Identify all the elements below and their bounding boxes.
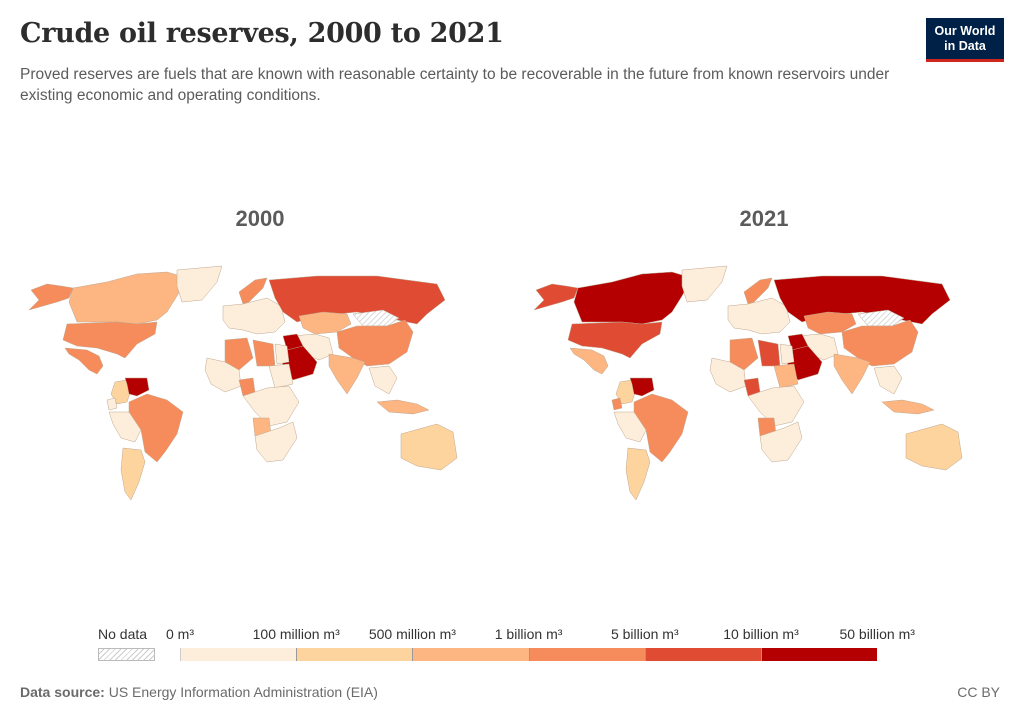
legend-tick-label: 1 billion m³ [494,626,563,642]
country-venezuela[interactable] [629,377,655,397]
legend-tick-label: 100 million m³ [252,626,340,642]
legend-tick-label: 5 billion m³ [610,626,679,642]
country-mexico[interactable] [569,347,609,375]
country-west-africa[interactable] [204,357,242,393]
legend-bin-4[interactable] [644,648,761,661]
country-china[interactable] [841,319,919,367]
country-mexico[interactable] [64,347,104,375]
legend-no-data-label: No data [98,626,148,642]
legend-bin-5[interactable] [761,648,878,661]
country-united-states[interactable] [567,321,663,359]
country-ecuador[interactable] [611,397,623,411]
data-source-text[interactable]: US Energy Information Administration (EI… [108,684,378,700]
legend-bin-1[interactable] [296,648,413,661]
legend-tick-label: 500 million m³ [368,626,456,642]
country-australia[interactable] [905,423,963,471]
country-canada[interactable] [68,271,188,325]
world-map-2021[interactable] [517,262,1017,502]
logo-line-2: in Data [944,39,986,53]
country-southern-africa[interactable] [254,421,298,463]
country-egypt[interactable] [274,343,290,365]
country-russia[interactable] [773,275,951,325]
legend-tick-label: 50 billion m³ [839,626,915,642]
country-libya[interactable] [757,339,781,367]
legend-bin-0[interactable] [180,648,297,661]
country-algeria[interactable] [224,337,254,371]
country-kazakhstan[interactable] [803,311,857,335]
owid-logo[interactable]: Our World in Data [926,18,1004,62]
country-alaska-us[interactable] [28,283,74,311]
map-svg-2000 [28,265,458,501]
country-canada[interactable] [573,271,693,325]
country-indonesia[interactable] [881,399,935,415]
country-indonesia[interactable] [376,399,430,415]
country-kazakhstan[interactable] [298,311,352,335]
country-central-africa[interactable] [242,385,300,427]
country-peru-bolivia[interactable] [613,411,647,443]
map-svg-2021 [533,265,963,501]
country-egypt[interactable] [779,343,795,365]
country-sudan[interactable] [268,363,294,389]
data-source: Data source: US Energy Information Admin… [20,684,378,700]
country-alaska-us[interactable] [533,283,579,311]
legend-tick-label: 0 m³ [166,626,194,642]
world-map-2000[interactable] [12,262,512,502]
country-russia[interactable] [268,275,446,325]
country-iraq[interactable] [787,333,809,351]
legend-tick-label: 10 billion m³ [723,626,799,642]
country-india[interactable] [833,353,871,395]
map-title-2000: 2000 [235,206,285,231]
color-legend: No data 0 m³ 100 million m³ 500 million m³… [0,620,1024,670]
country-sudan[interactable] [773,363,799,389]
country-libya[interactable] [252,339,276,367]
legend-bin-3[interactable] [528,648,645,661]
license-link[interactable]: CC BY [957,684,1000,700]
country-iraq[interactable] [282,333,304,351]
country-china[interactable] [336,319,414,367]
country-peru-bolivia[interactable] [108,411,142,443]
country-venezuela[interactable] [124,377,150,397]
chart-title: Crude oil reserves, 2000 to 2021 [20,18,504,49]
country-central-africa[interactable] [747,385,805,427]
country-southern-africa[interactable] [759,421,803,463]
logo-line-1: Our World [934,24,996,38]
country-europe[interactable] [222,297,286,335]
country-argentina[interactable] [120,447,146,501]
country-mongolia[interactable] [352,309,400,327]
legend-bin-2[interactable] [412,648,529,661]
country-west-africa[interactable] [709,357,747,393]
country-india[interactable] [328,353,366,395]
country-europe[interactable] [727,297,791,335]
country-greenland[interactable] [176,265,223,303]
data-source-label: Data source: [20,684,105,700]
map-title-2021: 2021 [739,206,789,231]
country-se-asia[interactable] [873,365,903,395]
country-se-asia[interactable] [368,365,398,395]
country-greenland[interactable] [681,265,728,303]
country-argentina[interactable] [625,447,651,501]
country-ecuador[interactable] [106,397,118,411]
country-mongolia[interactable] [857,309,905,327]
country-algeria[interactable] [729,337,759,371]
legend-no-data-swatch[interactable] [98,648,155,661]
logo-accent-bar [926,59,1004,62]
country-australia[interactable] [400,423,458,471]
chart-subtitle: Proved reserves are fuels that are known… [20,66,890,104]
country-united-states[interactable] [62,321,158,359]
